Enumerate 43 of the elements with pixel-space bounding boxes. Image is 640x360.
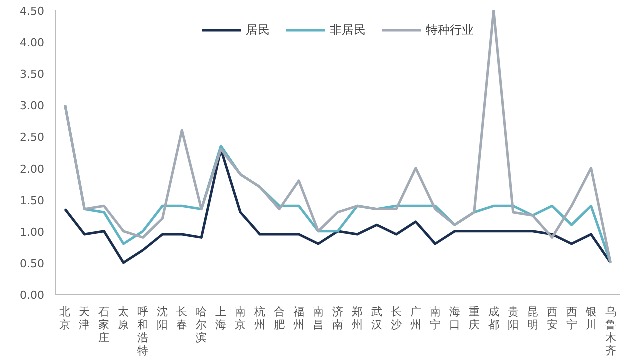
legend-label: 非居民 — [330, 22, 366, 38]
x-tick-label: 南昌 — [313, 306, 324, 332]
x-tick-label: 呼和浩特 — [138, 306, 149, 358]
y-tick-label: 4.50 — [20, 5, 45, 18]
y-tick-label: 1.50 — [20, 194, 45, 208]
x-tick-label: 太原 — [118, 306, 130, 332]
y-tick-label: 4.00 — [20, 36, 45, 50]
x-tick-label: 海口 — [449, 306, 460, 332]
x-tick-label: 长春 — [176, 306, 188, 332]
x-tick-label: 南京 — [235, 306, 246, 332]
x-tick-label: 杭州 — [254, 306, 266, 332]
line-series — [64, 10, 612, 264]
x-tick-label: 武汉 — [371, 306, 382, 332]
y-tick-label: 2.00 — [20, 162, 45, 176]
x-tick-label: 北京 — [60, 306, 71, 332]
x-tick-label: 南宁 — [430, 306, 441, 332]
x-tick-label: 石家庄 — [98, 306, 110, 344]
y-tick-label: 3.00 — [20, 100, 45, 113]
x-tick-label: 贵阳 — [508, 306, 519, 332]
x-tick-label: 广州 — [410, 306, 422, 332]
x-tick-label: 上海 — [216, 306, 227, 332]
legend-label: 居民 — [246, 22, 270, 38]
x-tick-label: 西安 — [546, 306, 558, 332]
x-tick-label: 乌鲁木齐 — [605, 306, 616, 358]
x-tick-label: 银川 — [584, 306, 597, 332]
legend-label: 特种行业 — [426, 22, 474, 38]
x-tick-label: 沈阳 — [157, 306, 168, 332]
x-tick-label: 重庆 — [468, 306, 480, 332]
x-tick-label: 哈尔滨 — [196, 306, 208, 344]
y-tick-label: 2.50 — [20, 131, 45, 144]
x-tick-label: 昆明 — [527, 306, 538, 332]
y-tick-label: 1.00 — [20, 226, 45, 239]
y-tick-label: 0.50 — [20, 257, 45, 270]
x-tick-label: 西宁 — [566, 306, 578, 332]
y-tick-label: 0.00 — [20, 289, 45, 302]
y-tick-label: 3.50 — [20, 68, 45, 82]
x-tick-label: 郑州 — [352, 306, 363, 332]
x-tick-label: 济南 — [332, 306, 344, 332]
x-tick-label: 合肥 — [274, 306, 286, 332]
x-tick-label: 天津 — [79, 306, 90, 332]
x-tick-label: 福州 — [294, 306, 305, 332]
x-tick-label: 成都 — [488, 306, 500, 332]
x-tick-label: 长沙 — [390, 306, 402, 332]
